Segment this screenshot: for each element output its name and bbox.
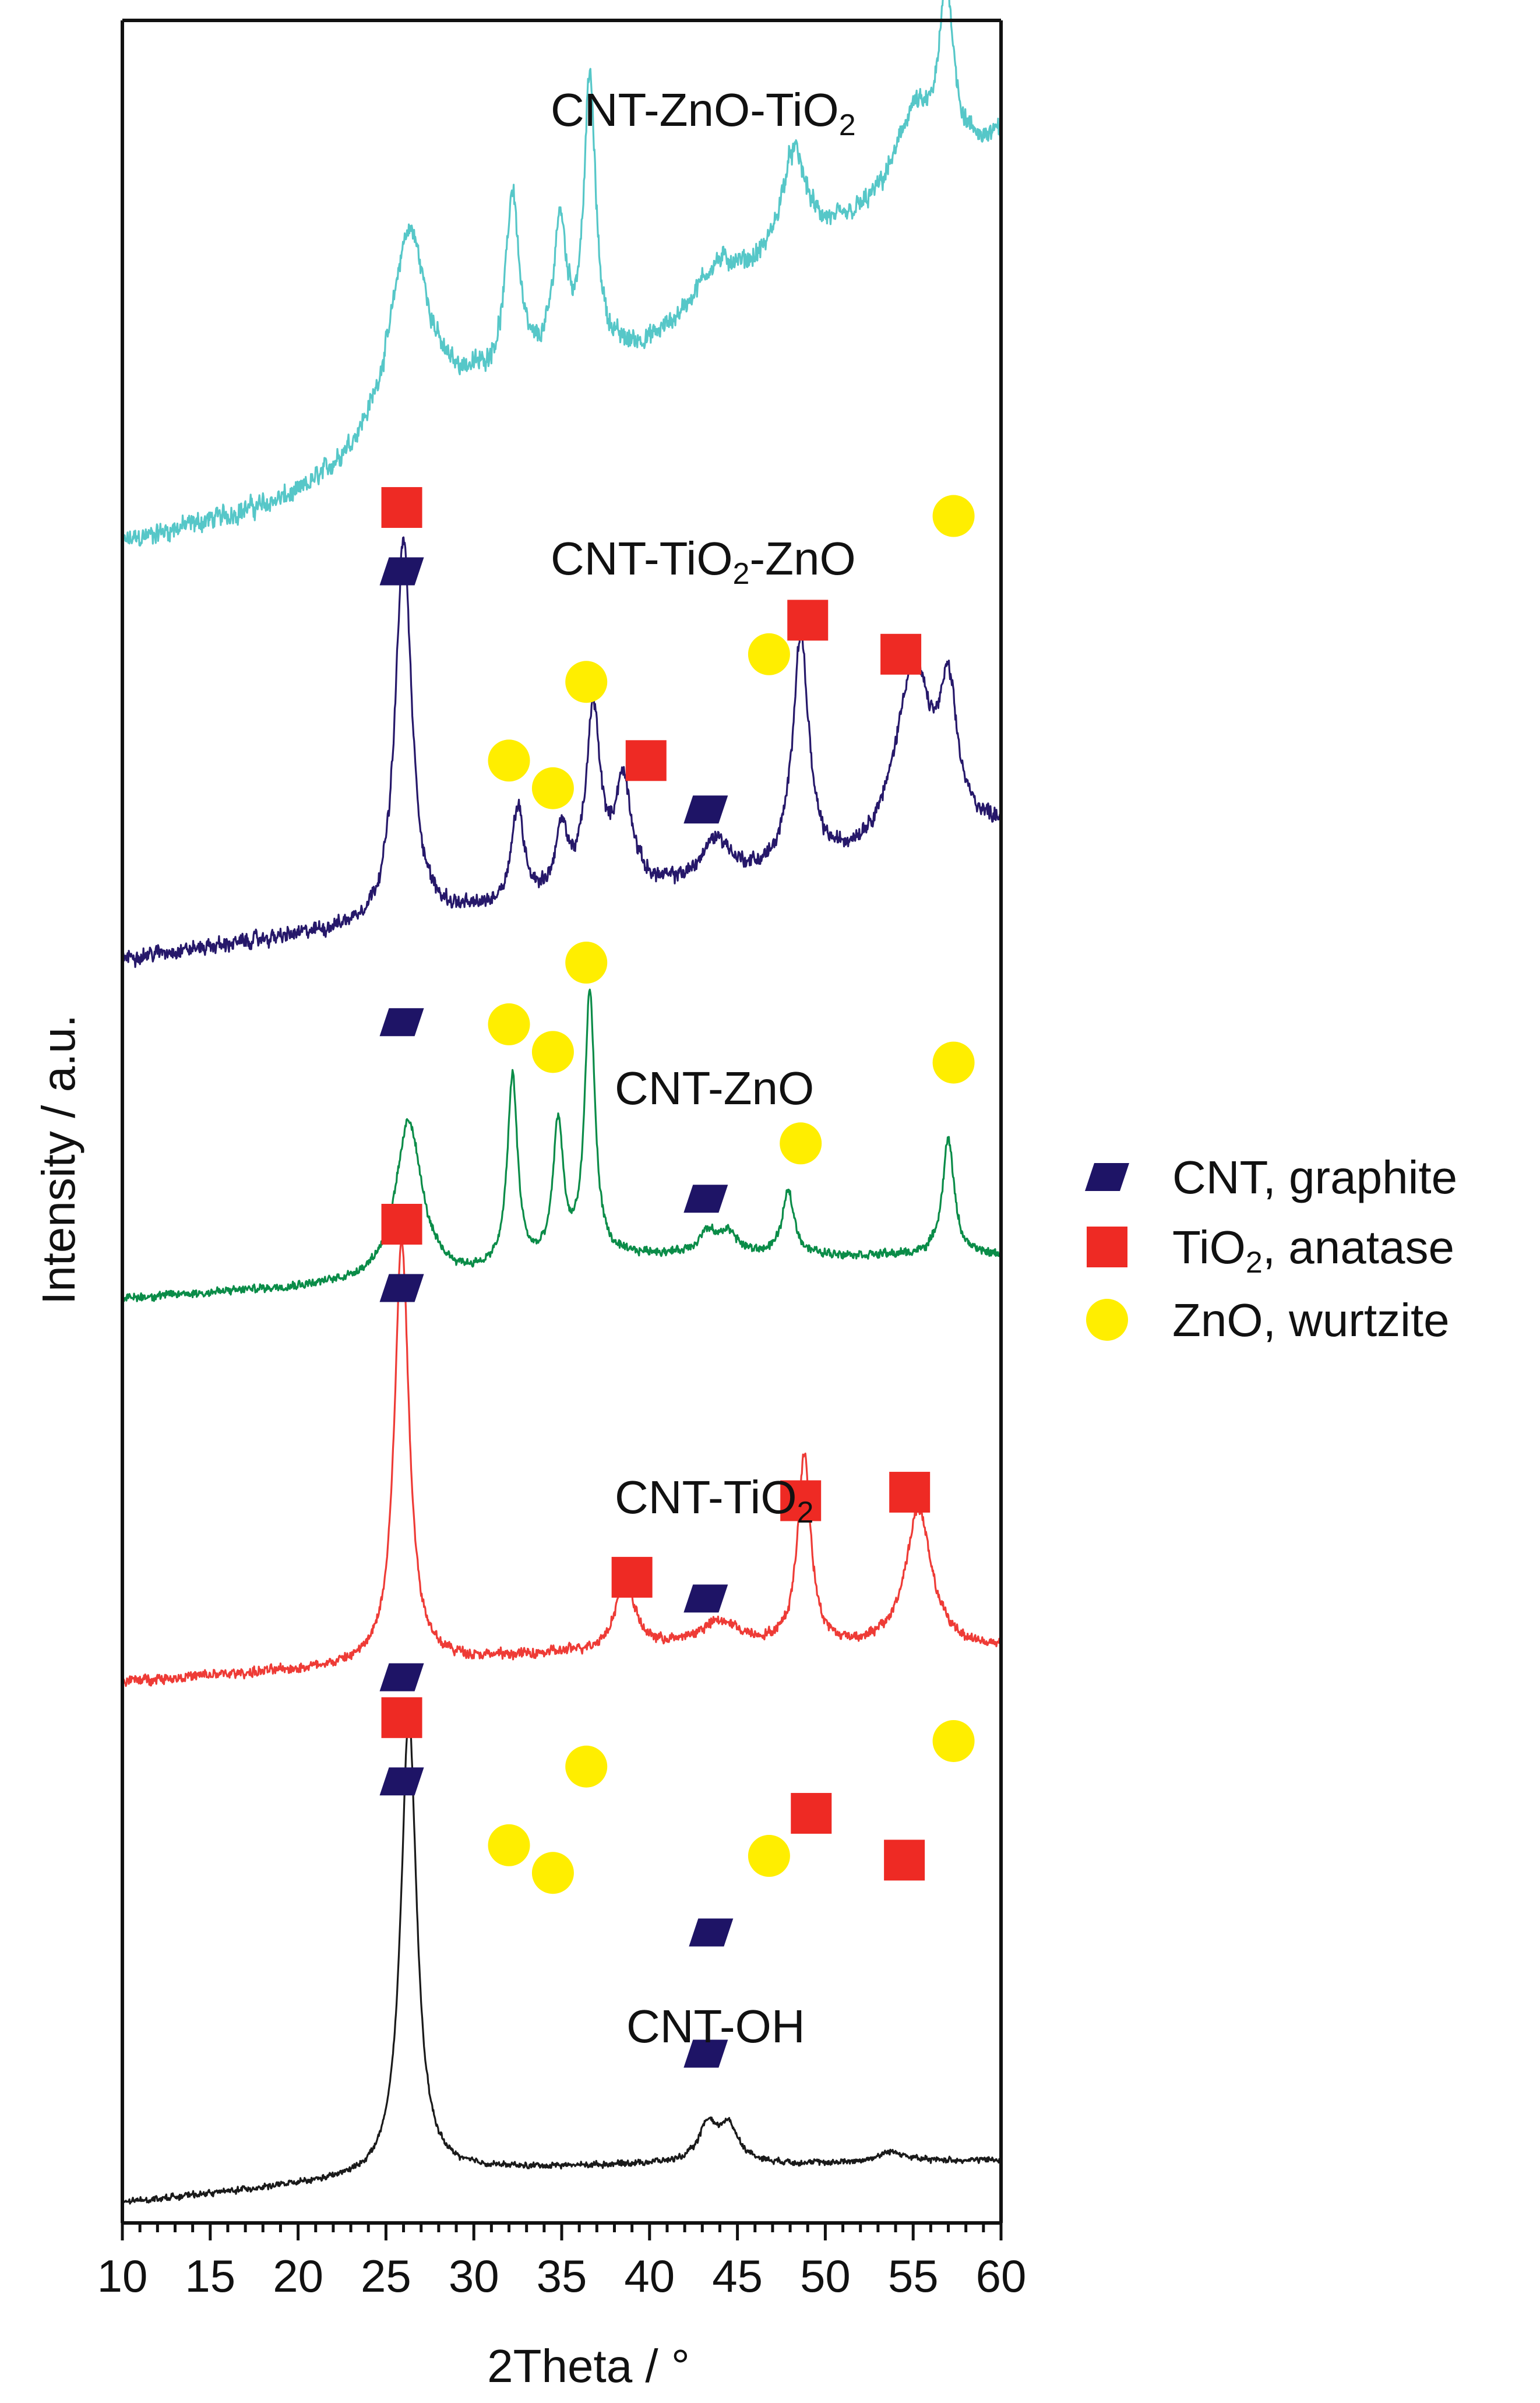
x-tick-label: 15 [185,2250,235,2302]
series-line-cnt-tio2-zno [121,536,1002,968]
phase-markers [379,487,975,2068]
x-tick-label: 30 [449,2250,499,2302]
wurtzite-marker [488,1824,530,1866]
series-line-cnt-oh [121,1718,1002,2205]
wurtzite-marker [748,1835,790,1877]
series-label-cnt-tio2: CNT-TiO2 [615,1471,813,1530]
series-labels: CNT-ZnO-TiO2 CNT-TiO2-ZnO CNT-ZnO CNT-TiO2 C… [551,84,856,2052]
series-line-cnt-zno-tio2 [121,0,1002,547]
x-tick-label: 25 [361,2250,411,2302]
graphite-marker [683,795,728,824]
x-tick-label: 40 [624,2250,675,2302]
wurtzite-marker [748,633,790,675]
x-tick-label: 20 [273,2250,323,2302]
anatase-marker [787,600,829,641]
graphite-marker [379,1767,424,1796]
wurtzite-marker [565,1745,608,1788]
wurtzite-marker [932,1041,975,1084]
legend-item-circle: ZnO, wurtzite [1086,1294,1450,1346]
anatase-marker [780,1480,822,1521]
x-tick-label: 10 [97,2250,148,2302]
plot-area [121,0,1002,2205]
x-tick-label: 35 [537,2250,587,2302]
anatase-marker [791,1793,832,1834]
series-line-cnt-tio2 [121,1240,1002,1687]
graphite-marker [379,1274,424,1302]
anatase-marker [381,1697,422,1738]
graphite-marker [683,2039,728,2068]
anatase-marker [381,1204,422,1245]
graphite-marker [683,1185,728,1213]
wurtzite-marker [488,1003,530,1045]
graphite-marker [689,1918,734,1947]
anatase-marker [381,487,422,528]
wurtzite-marker [780,1122,822,1165]
anatase-marker [611,1556,653,1598]
x-tick-label: 50 [800,2250,851,2302]
legend: CNT, graphite TiO2, anatase ZnO, wurtzite [1085,1151,1457,1346]
series-label-cnt-oh: CNT-OH [626,2000,805,2052]
anatase-marker [625,740,667,781]
anatase-marker [880,633,922,675]
legend-parallelogram-marker [1085,1163,1129,1191]
legend-circle-marker [1086,1299,1128,1341]
legend-item-parallelogram: CNT, graphite [1085,1151,1457,1203]
legend-square-marker [1087,1227,1127,1267]
x-tick-label: 60 [976,2250,1027,2302]
y-axis-label: Intensity / a.u. [33,1014,84,1305]
anatase-marker [889,1471,931,1513]
graphite-marker [379,557,424,586]
series-label-cnt-tio2-zno: CNT-TiO2-ZnO [551,533,856,591]
wurtzite-marker [531,1031,574,1073]
series-label-cnt-zno: CNT-ZnO [615,1062,814,1114]
legend-label: ZnO, wurtzite [1172,1294,1450,1346]
wurtzite-marker [488,739,530,782]
wurtzite-marker [932,495,975,537]
anatase-marker [884,1840,925,1881]
wurtzite-marker [565,661,608,703]
x-tick-label: 45 [712,2250,763,2302]
legend-label: CNT, graphite [1172,1151,1457,1203]
legend-label: TiO2, anatase [1172,1221,1454,1280]
series-label-cnt-zno-tio2: CNT-ZnO-TiO2 [551,84,856,142]
x-axis-label: 2Theta / ° [487,2340,690,2392]
axes: 10 15 20 25 30 35 40 45 50 55 60 [97,19,1027,2302]
graphite-marker [379,1663,424,1692]
legend-item-square: TiO2, anatase [1087,1221,1454,1280]
wurtzite-marker [565,942,608,984]
graphite-marker [379,1008,424,1037]
graphite-marker [683,1584,728,1613]
x-tick-label: 55 [888,2250,939,2302]
wurtzite-marker [531,1852,574,1894]
wurtzite-marker [531,767,574,809]
series-line-cnt-zno [121,988,1002,1302]
wurtzite-marker [932,1720,975,1762]
